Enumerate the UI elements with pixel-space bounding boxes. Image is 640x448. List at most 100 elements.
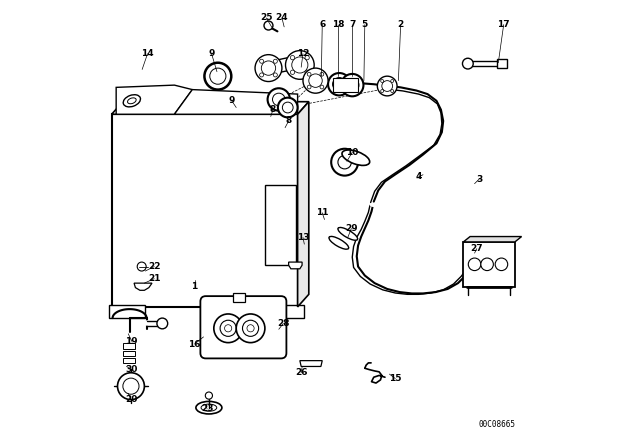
Polygon shape xyxy=(174,90,298,114)
Text: 9: 9 xyxy=(209,49,215,58)
Circle shape xyxy=(341,74,364,96)
Text: 23: 23 xyxy=(201,404,213,413)
Bar xyxy=(123,358,136,363)
Circle shape xyxy=(278,98,298,117)
Text: 30: 30 xyxy=(125,365,138,374)
Circle shape xyxy=(307,73,311,76)
Circle shape xyxy=(346,78,359,92)
Circle shape xyxy=(205,392,212,399)
Circle shape xyxy=(260,73,264,77)
Polygon shape xyxy=(298,102,308,307)
Circle shape xyxy=(243,320,259,336)
Circle shape xyxy=(291,70,294,74)
Text: 20: 20 xyxy=(125,395,137,404)
Circle shape xyxy=(338,155,351,169)
Circle shape xyxy=(266,321,285,340)
Circle shape xyxy=(255,55,282,82)
Text: 9: 9 xyxy=(228,96,235,105)
Circle shape xyxy=(225,325,232,332)
Ellipse shape xyxy=(124,95,140,107)
Circle shape xyxy=(305,56,309,60)
Ellipse shape xyxy=(201,404,217,411)
Bar xyxy=(269,305,304,318)
Text: 15: 15 xyxy=(389,374,401,383)
Polygon shape xyxy=(134,283,152,290)
Text: 8: 8 xyxy=(285,116,292,125)
Text: 12: 12 xyxy=(297,49,309,58)
Circle shape xyxy=(273,93,285,106)
Circle shape xyxy=(307,85,311,89)
Circle shape xyxy=(495,258,508,271)
Bar xyxy=(497,59,507,68)
Bar xyxy=(109,305,145,318)
Circle shape xyxy=(320,73,324,76)
Text: 19: 19 xyxy=(125,337,138,346)
Circle shape xyxy=(308,74,323,87)
Ellipse shape xyxy=(196,401,222,414)
Circle shape xyxy=(332,149,358,176)
FancyBboxPatch shape xyxy=(200,296,287,358)
Circle shape xyxy=(273,59,277,63)
Polygon shape xyxy=(463,237,522,242)
Circle shape xyxy=(247,325,254,332)
Text: 4: 4 xyxy=(415,172,422,181)
Circle shape xyxy=(292,57,308,73)
Circle shape xyxy=(210,68,226,84)
Ellipse shape xyxy=(342,150,370,165)
Circle shape xyxy=(381,79,383,82)
Circle shape xyxy=(381,90,383,93)
Bar xyxy=(111,114,298,307)
Circle shape xyxy=(268,88,290,111)
Circle shape xyxy=(382,81,392,91)
Circle shape xyxy=(481,258,493,271)
Circle shape xyxy=(157,318,168,329)
Circle shape xyxy=(260,59,264,63)
Circle shape xyxy=(123,378,139,394)
Polygon shape xyxy=(111,102,308,114)
Text: 5: 5 xyxy=(362,20,368,29)
Circle shape xyxy=(303,68,328,93)
Bar xyxy=(266,185,296,265)
Text: 16: 16 xyxy=(188,340,201,349)
Circle shape xyxy=(264,21,273,30)
Circle shape xyxy=(236,314,265,343)
Text: 11: 11 xyxy=(316,208,328,217)
Circle shape xyxy=(285,51,314,79)
Text: 25: 25 xyxy=(260,13,273,22)
Circle shape xyxy=(220,320,236,336)
Polygon shape xyxy=(289,262,302,269)
Circle shape xyxy=(378,76,397,96)
Bar xyxy=(123,351,136,356)
Text: 2: 2 xyxy=(397,20,404,29)
Circle shape xyxy=(270,325,280,336)
Circle shape xyxy=(214,314,243,343)
Circle shape xyxy=(468,258,481,271)
Circle shape xyxy=(320,85,324,89)
Circle shape xyxy=(328,73,351,95)
Text: 3: 3 xyxy=(476,175,482,184)
Text: 26: 26 xyxy=(295,368,307,377)
Text: 1: 1 xyxy=(191,282,198,291)
Text: 00C08665: 00C08665 xyxy=(479,420,515,429)
Text: 6: 6 xyxy=(319,20,325,29)
Text: 24: 24 xyxy=(276,13,288,22)
Circle shape xyxy=(282,102,293,113)
Polygon shape xyxy=(116,85,192,114)
Ellipse shape xyxy=(329,237,349,249)
Circle shape xyxy=(118,373,145,400)
Circle shape xyxy=(137,262,146,271)
Ellipse shape xyxy=(127,98,136,104)
Ellipse shape xyxy=(338,228,358,240)
Text: 14: 14 xyxy=(141,49,154,58)
Circle shape xyxy=(291,56,294,60)
Text: 17: 17 xyxy=(497,20,510,29)
Polygon shape xyxy=(300,361,323,366)
Circle shape xyxy=(391,90,394,93)
Circle shape xyxy=(204,63,231,90)
Text: 7: 7 xyxy=(349,20,355,29)
Bar xyxy=(333,78,358,92)
Text: 28: 28 xyxy=(277,319,289,328)
Text: 29: 29 xyxy=(345,224,358,233)
Bar xyxy=(232,293,245,302)
Bar xyxy=(123,343,136,349)
